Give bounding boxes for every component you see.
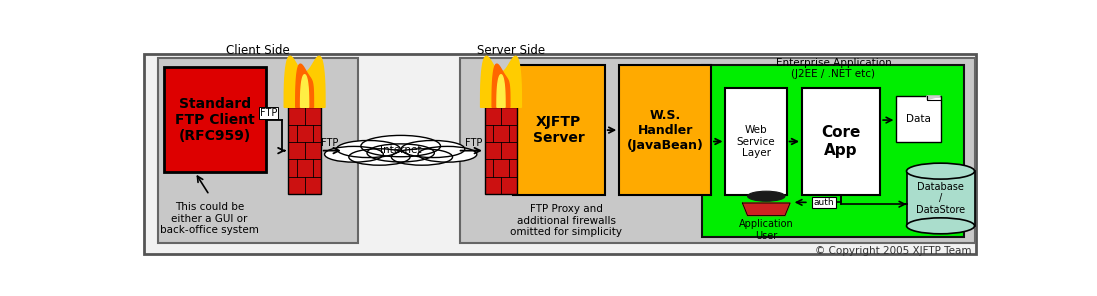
- Text: Data: Data: [906, 114, 931, 124]
- Polygon shape: [301, 75, 308, 107]
- Text: FTP: FTP: [260, 107, 278, 118]
- Polygon shape: [480, 56, 521, 107]
- Text: © Copyright 2005 XJFTP Team: © Copyright 2005 XJFTP Team: [815, 246, 972, 256]
- Ellipse shape: [906, 163, 974, 179]
- Text: XJFTP
Server: XJFTP Server: [533, 115, 585, 145]
- FancyBboxPatch shape: [906, 171, 974, 226]
- Polygon shape: [296, 64, 314, 107]
- Text: W.S.
Handler
(JavaBean): W.S. Handler (JavaBean): [626, 109, 703, 152]
- Circle shape: [747, 191, 785, 201]
- Ellipse shape: [361, 135, 441, 157]
- Text: FTP: FTP: [465, 138, 482, 148]
- Ellipse shape: [367, 144, 434, 162]
- Text: Web
Service
Layer: Web Service Layer: [737, 125, 776, 158]
- FancyBboxPatch shape: [702, 65, 964, 237]
- FancyBboxPatch shape: [158, 58, 359, 243]
- Polygon shape: [743, 203, 790, 215]
- Ellipse shape: [349, 149, 410, 165]
- Text: Core
App: Core App: [822, 125, 861, 158]
- Ellipse shape: [906, 218, 974, 234]
- Text: This could be
either a GUI or
back-office system: This could be either a GUI or back-offic…: [160, 202, 259, 235]
- Text: FTP Proxy and
additional firewalls
omitted for simplicity: FTP Proxy and additional firewalls omitt…: [510, 204, 622, 237]
- Text: Database
/
DataStore: Database / DataStore: [916, 182, 965, 215]
- FancyBboxPatch shape: [619, 65, 711, 195]
- FancyBboxPatch shape: [513, 65, 604, 195]
- Ellipse shape: [325, 147, 383, 162]
- Ellipse shape: [337, 141, 400, 157]
- FancyBboxPatch shape: [289, 107, 320, 194]
- Text: Standard
FTP Client
(RFC959): Standard FTP Client (RFC959): [176, 97, 256, 143]
- FancyBboxPatch shape: [725, 88, 787, 195]
- Text: FTP: FTP: [321, 138, 339, 148]
- FancyBboxPatch shape: [461, 58, 974, 243]
- Text: Client Side: Client Side: [226, 44, 290, 57]
- Text: auth: auth: [814, 198, 835, 207]
- FancyBboxPatch shape: [896, 96, 940, 141]
- FancyBboxPatch shape: [165, 67, 267, 172]
- Ellipse shape: [402, 141, 465, 157]
- FancyBboxPatch shape: [485, 107, 517, 194]
- Text: Server Side: Server Side: [477, 44, 545, 57]
- Text: Application
User: Application User: [739, 219, 793, 241]
- Polygon shape: [284, 56, 325, 107]
- Ellipse shape: [418, 147, 477, 162]
- Ellipse shape: [392, 149, 453, 165]
- Polygon shape: [927, 96, 940, 99]
- Text: Internet: Internet: [380, 145, 421, 155]
- Polygon shape: [493, 64, 510, 107]
- Text: Enterprise Application
(J2EE / .NET etc): Enterprise Application (J2EE / .NET etc): [776, 58, 891, 79]
- FancyBboxPatch shape: [802, 88, 880, 195]
- FancyBboxPatch shape: [144, 54, 976, 254]
- Polygon shape: [497, 75, 505, 107]
